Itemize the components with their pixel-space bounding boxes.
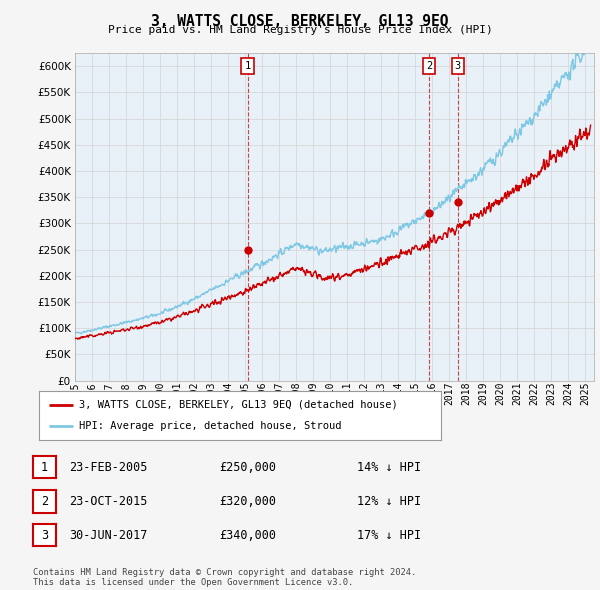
- Text: 3: 3: [41, 529, 48, 542]
- Text: £340,000: £340,000: [219, 529, 276, 542]
- Text: 1: 1: [244, 61, 251, 71]
- Text: £320,000: £320,000: [219, 495, 276, 508]
- Text: Contains HM Land Registry data © Crown copyright and database right 2024.
This d: Contains HM Land Registry data © Crown c…: [33, 568, 416, 587]
- Text: 23-FEB-2005: 23-FEB-2005: [69, 461, 148, 474]
- Text: 3: 3: [455, 61, 461, 71]
- Text: £250,000: £250,000: [219, 461, 276, 474]
- Text: 23-OCT-2015: 23-OCT-2015: [69, 495, 148, 508]
- Text: 3, WATTS CLOSE, BERKELEY, GL13 9EQ (detached house): 3, WATTS CLOSE, BERKELEY, GL13 9EQ (deta…: [79, 399, 398, 409]
- Text: 1: 1: [41, 461, 48, 474]
- Text: 3, WATTS CLOSE, BERKELEY, GL13 9EQ: 3, WATTS CLOSE, BERKELEY, GL13 9EQ: [151, 14, 449, 28]
- Text: 2: 2: [41, 495, 48, 508]
- Text: 30-JUN-2017: 30-JUN-2017: [69, 529, 148, 542]
- Text: 17% ↓ HPI: 17% ↓ HPI: [357, 529, 421, 542]
- Text: 12% ↓ HPI: 12% ↓ HPI: [357, 495, 421, 508]
- Text: HPI: Average price, detached house, Stroud: HPI: Average price, detached house, Stro…: [79, 421, 342, 431]
- Text: 14% ↓ HPI: 14% ↓ HPI: [357, 461, 421, 474]
- Text: Price paid vs. HM Land Registry's House Price Index (HPI): Price paid vs. HM Land Registry's House …: [107, 25, 493, 35]
- Text: 2: 2: [426, 61, 432, 71]
